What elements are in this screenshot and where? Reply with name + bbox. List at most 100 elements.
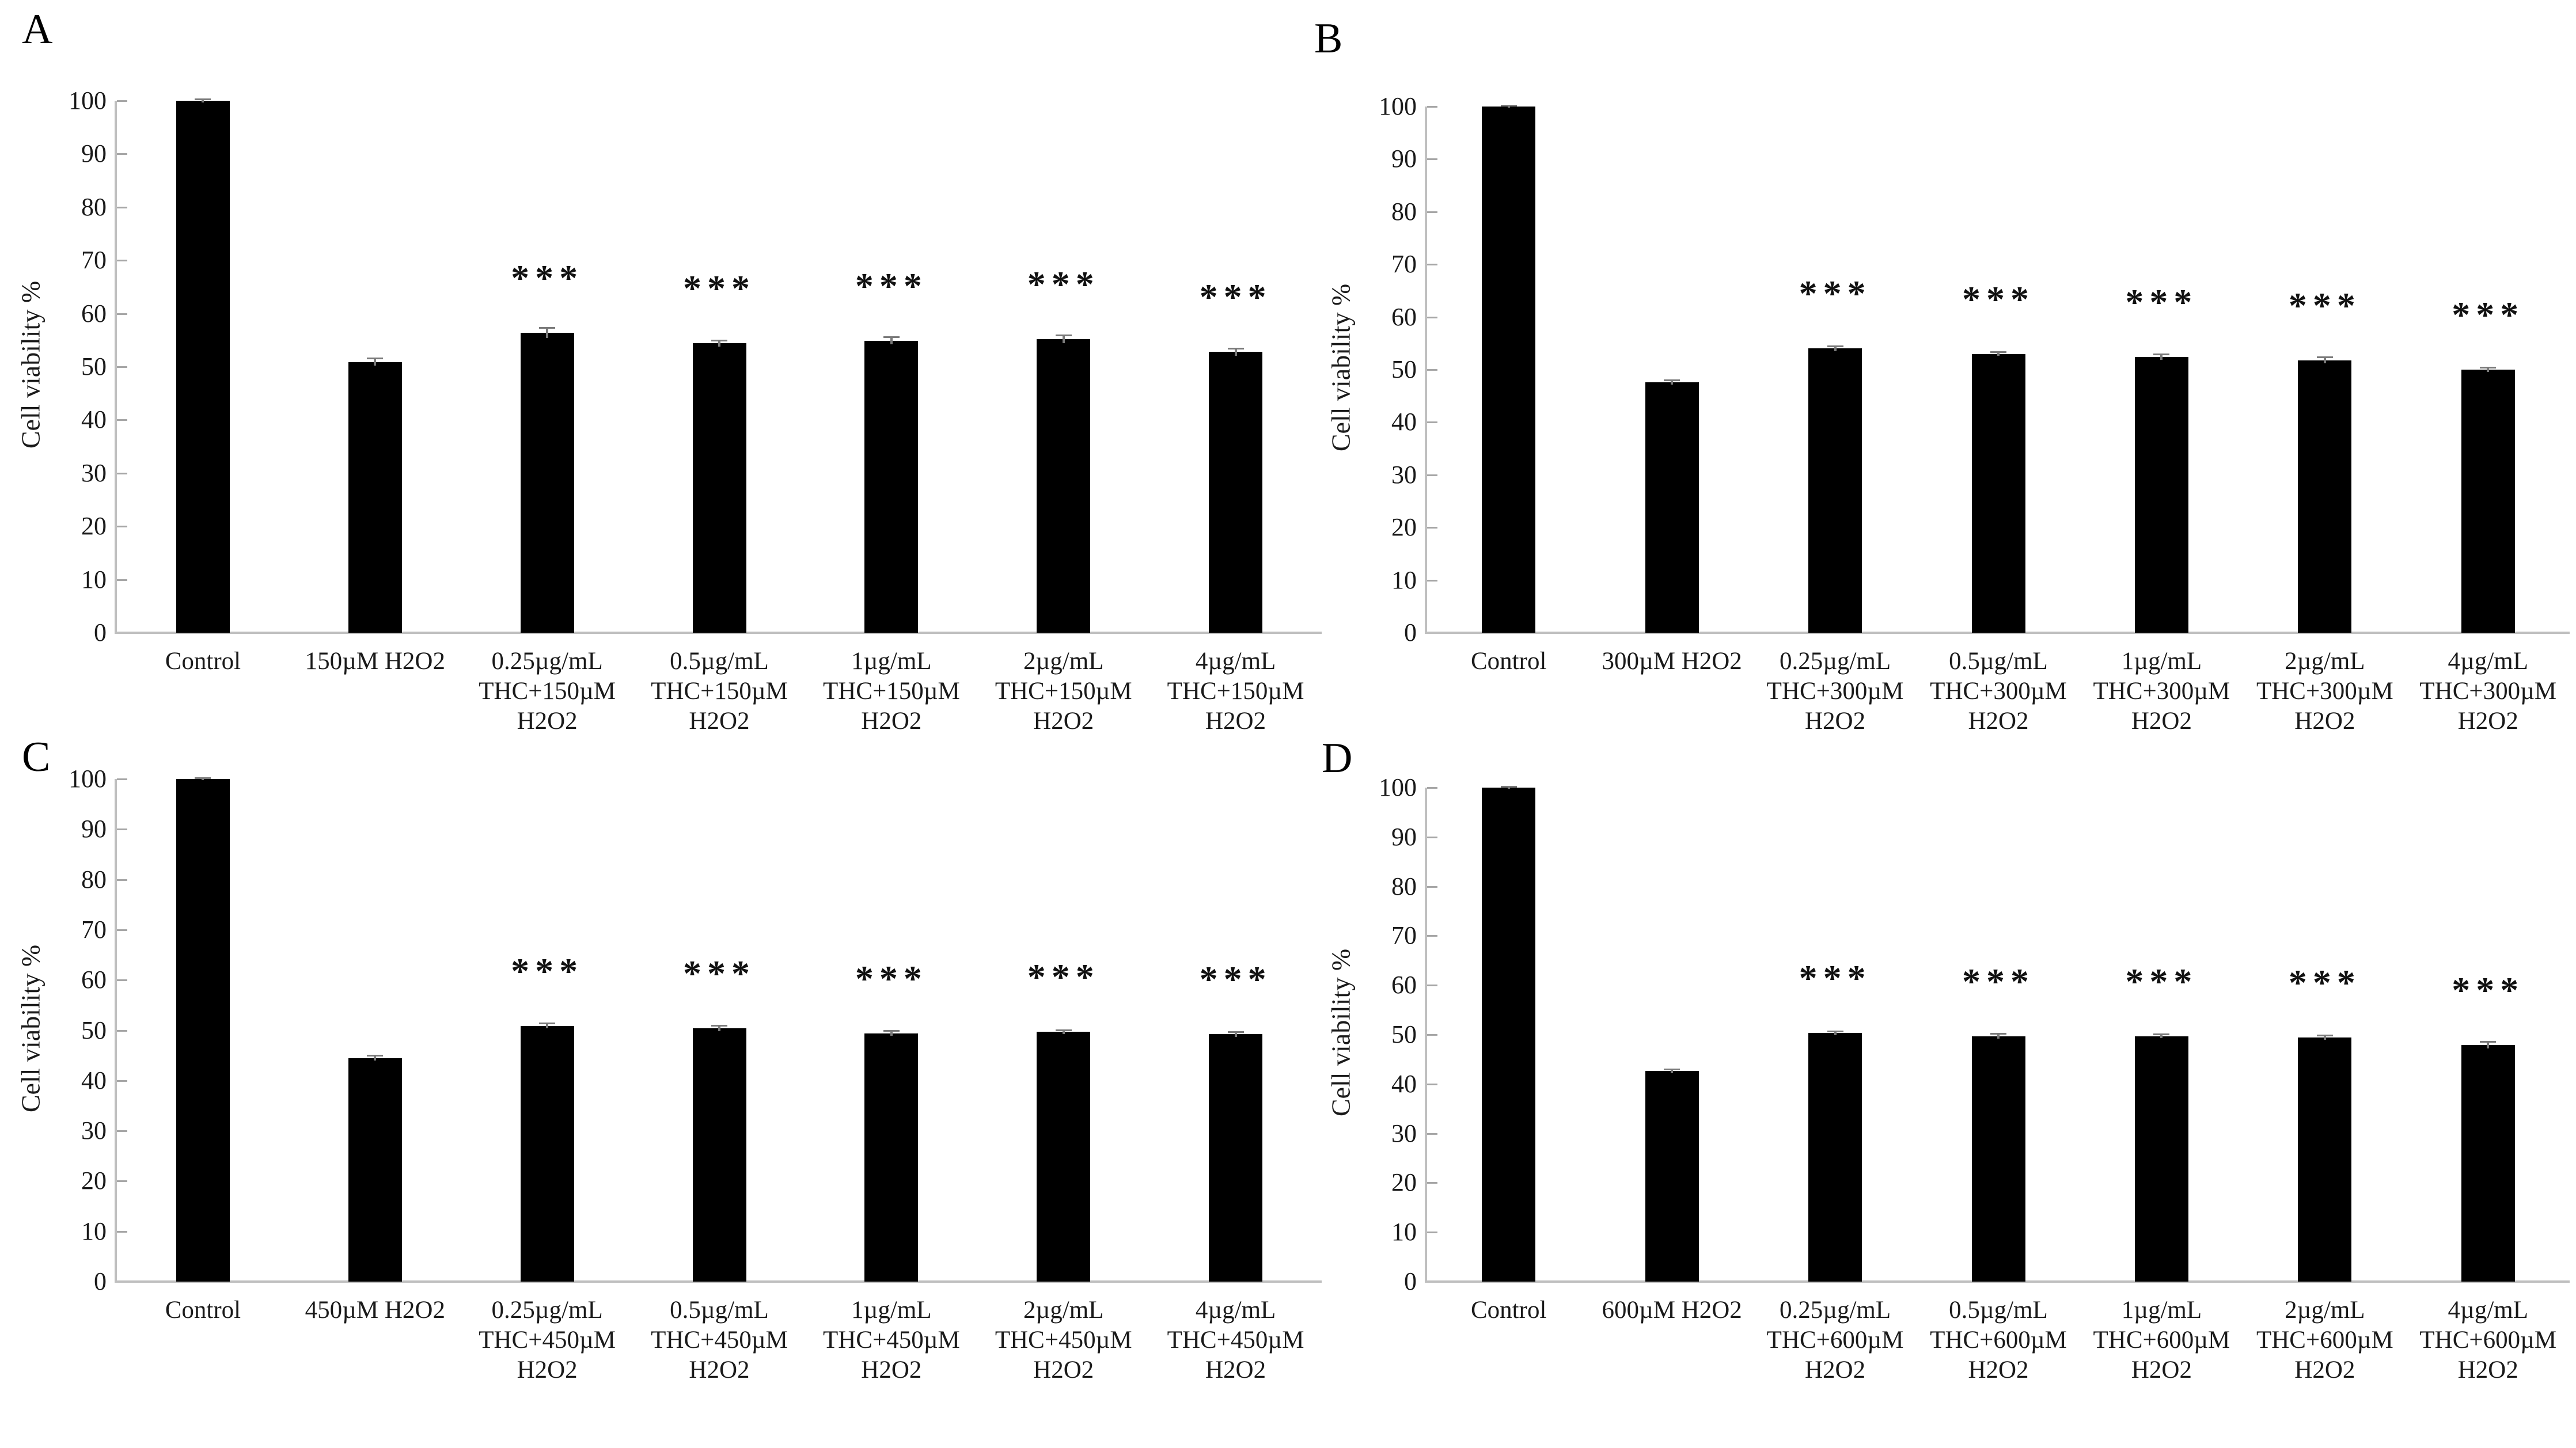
y-axis-line	[115, 779, 117, 1282]
x-axis-line	[1425, 1280, 2570, 1283]
x-axis-line	[115, 632, 1322, 634]
error-bar	[1234, 348, 1237, 356]
bar-treatment-3	[692, 343, 746, 633]
y-tick-mark	[1427, 369, 1437, 371]
significance-stars: ***	[2288, 284, 2361, 326]
error-bar-cap	[195, 777, 211, 780]
y-tick-mark	[117, 526, 127, 528]
panel-letter: A	[22, 6, 53, 53]
bar-control	[176, 101, 230, 633]
error-bar-cap	[195, 98, 211, 101]
error-bar-cap	[2316, 356, 2333, 359]
x-axis-line	[115, 1280, 1322, 1283]
y-axis-tick-label: 40	[81, 405, 107, 434]
x-axis-label: Control	[165, 648, 241, 675]
x-axis-label: Control	[1471, 648, 1547, 675]
y-tick-mark	[1427, 421, 1437, 424]
y-axis-tick-label: 90	[81, 815, 107, 843]
y-tick-mark	[117, 419, 127, 421]
y-axis-tick-label: 30	[81, 458, 107, 487]
y-tick-mark	[1427, 106, 1437, 108]
y-axis-tick-label: 0	[94, 618, 107, 647]
bar-treatment-6	[1209, 352, 1263, 633]
x-axis-line	[1425, 632, 2570, 634]
y-axis-tick-label: 20	[81, 512, 107, 541]
y-tick-mark	[1427, 1083, 1437, 1085]
y-tick-mark	[117, 979, 127, 982]
significance-stars: ***	[1962, 278, 2035, 320]
significance-stars: ***	[511, 257, 584, 298]
y-axis-tick-label: 60	[1391, 302, 1417, 331]
y-tick-mark	[117, 153, 127, 155]
x-axis-label: 0.5µg/mL THC+150µM H2O2	[651, 648, 788, 735]
error-bar	[2487, 1042, 2490, 1048]
x-axis-label: 1µg/mL THC+450µM H2O2	[822, 1297, 960, 1384]
error-bar	[1834, 1031, 1837, 1035]
y-axis-tick-label: 100	[1379, 773, 1417, 801]
error-bar-cap	[1227, 1031, 1244, 1033]
y-axis-tick-label: 20	[1391, 1168, 1417, 1197]
bar-treatment-2	[1808, 348, 1862, 633]
x-axis-label: 0.5µg/mL THC+450µM H2O2	[651, 1297, 788, 1384]
panel-letter: B	[1314, 15, 1343, 62]
significance-stars: ***	[2288, 962, 2361, 1004]
y-axis-tick-label: 50	[81, 1016, 107, 1044]
x-axis-label: 2µg/mL THC+150µM H2O2	[995, 648, 1132, 735]
y-tick-mark	[117, 366, 127, 368]
y-axis-tick-label: 80	[81, 192, 107, 221]
error-bar-cap	[1827, 1030, 1843, 1032]
y-axis-tick-label: 90	[81, 139, 107, 168]
y-tick-mark	[117, 260, 127, 262]
error-bar-cap	[1055, 334, 1072, 336]
y-tick-mark	[1427, 264, 1437, 266]
y-tick-mark	[1427, 1182, 1437, 1184]
x-axis-label: 0.5µg/mL THC+300µM H2O2	[1930, 648, 2067, 735]
x-axis-label: 300µM H2O2	[1602, 648, 1742, 675]
error-bar-cap	[711, 339, 727, 341]
y-tick-mark	[117, 206, 127, 208]
y-axis-line	[115, 101, 117, 633]
y-tick-mark	[1427, 527, 1437, 529]
x-axis-label: Control	[1471, 1297, 1547, 1324]
y-tick-mark	[1427, 1034, 1437, 1036]
y-tick-mark	[117, 879, 127, 881]
x-axis-label: 4µg/mL THC+300µM H2O2	[2419, 648, 2557, 735]
x-axis-label: 150µM H2O2	[305, 648, 445, 675]
error-bar-cap	[1227, 347, 1244, 349]
y-tick-mark	[117, 100, 127, 102]
x-axis-label: 450µM H2O2	[305, 1297, 445, 1324]
significance-stars: ***	[1962, 960, 2035, 1002]
error-bar	[1997, 1033, 2000, 1039]
error-bar-cap	[1500, 105, 1517, 107]
y-axis-tick-label: 70	[1391, 921, 1417, 950]
x-axis-label: 4µg/mL THC+600µM H2O2	[2419, 1297, 2557, 1384]
error-bar	[546, 327, 549, 339]
y-tick-mark	[117, 929, 127, 931]
x-axis-label: 0.25µg/mL THC+150µM H2O2	[479, 648, 616, 735]
bar-treatment-3	[692, 1028, 746, 1282]
error-bar-cap	[711, 1024, 727, 1027]
significance-stars: ***	[683, 953, 756, 994]
error-bar	[718, 340, 720, 347]
y-axis-tick-label: 100	[69, 765, 107, 793]
y-axis-tick-label: 70	[81, 915, 107, 944]
error-bar-cap	[1664, 1069, 1680, 1071]
significance-stars: ***	[855, 957, 928, 999]
bar-treatment-5	[2298, 1037, 2352, 1282]
significance-stars: ***	[1027, 263, 1100, 305]
x-axis-label: 0.25µg/mL THC+450µM H2O2	[479, 1297, 616, 1384]
bar-treatment-3	[1971, 1036, 2025, 1282]
x-axis-label: 0.5µg/mL THC+600µM H2O2	[1930, 1297, 2067, 1384]
bar-treatment-1	[348, 362, 402, 633]
bar-treatment-2	[520, 332, 574, 633]
y-tick-mark	[117, 313, 127, 315]
x-axis-label: 2µg/mL THC+300µM H2O2	[2256, 648, 2393, 735]
error-bar-cap	[2480, 1041, 2497, 1043]
bar-treatment-6	[1209, 1034, 1263, 1282]
y-axis-tick-label: 30	[1391, 1119, 1417, 1147]
bar-treatment-1	[1645, 1071, 1699, 1282]
y-axis-tick-label: 80	[1391, 197, 1417, 226]
bar-treatment-4	[2134, 357, 2188, 633]
x-axis-label: 1µg/mL THC+600µM H2O2	[2093, 1297, 2230, 1384]
error-bar-cap	[367, 358, 384, 360]
